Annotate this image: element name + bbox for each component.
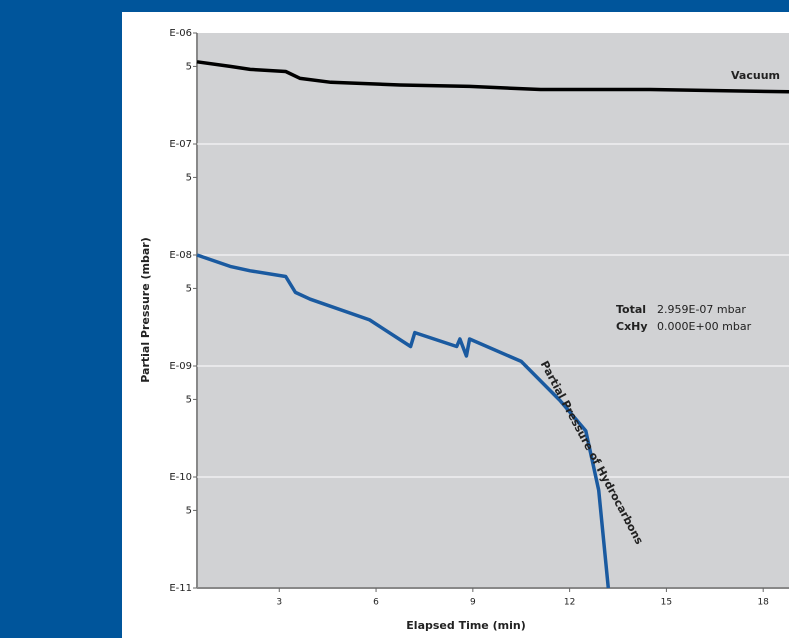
readout-label: Total — [616, 303, 646, 316]
x-tick-label: 15 — [661, 598, 672, 608]
y-tick-label: E-07 — [169, 139, 192, 150]
x-tick-label: 18 — [757, 598, 769, 608]
y-tick-label: E-10 — [169, 472, 192, 483]
y-tick-label: E-06 — [169, 28, 192, 39]
y-axis-label: Partial Pressure (mbar) — [139, 237, 152, 383]
y-tick-label: 5 — [186, 61, 192, 72]
readout-value: 0.000E+00 mbar — [657, 320, 752, 333]
top-bar — [122, 0, 789, 12]
y-tick-label: 5 — [186, 283, 192, 294]
plot-area — [197, 33, 789, 588]
x-tick-label: 12 — [564, 598, 575, 608]
y-tick-label: 5 — [186, 172, 192, 183]
y-tick-label: 5 — [186, 394, 192, 405]
y-tick-label: E-09 — [169, 361, 192, 372]
x-tick-label: 3 — [276, 598, 282, 608]
series-line — [196, 253, 611, 589]
x-axis-label: Elapsed Time (min) — [406, 619, 525, 632]
x-tick-label: 9 — [470, 598, 476, 608]
y-tick-label: E-08 — [169, 250, 192, 261]
y-tick-label: E-11 — [169, 583, 192, 594]
y-tick-label: 5 — [186, 505, 192, 516]
sidebar — [0, 0, 122, 638]
series-line — [196, 60, 789, 94]
series-label: Vacuum — [731, 69, 780, 82]
readout-label: CxHy — [616, 320, 648, 333]
readout-value: 2.959E-07 mbar — [657, 303, 746, 316]
x-tick-label: 6 — [373, 598, 379, 608]
